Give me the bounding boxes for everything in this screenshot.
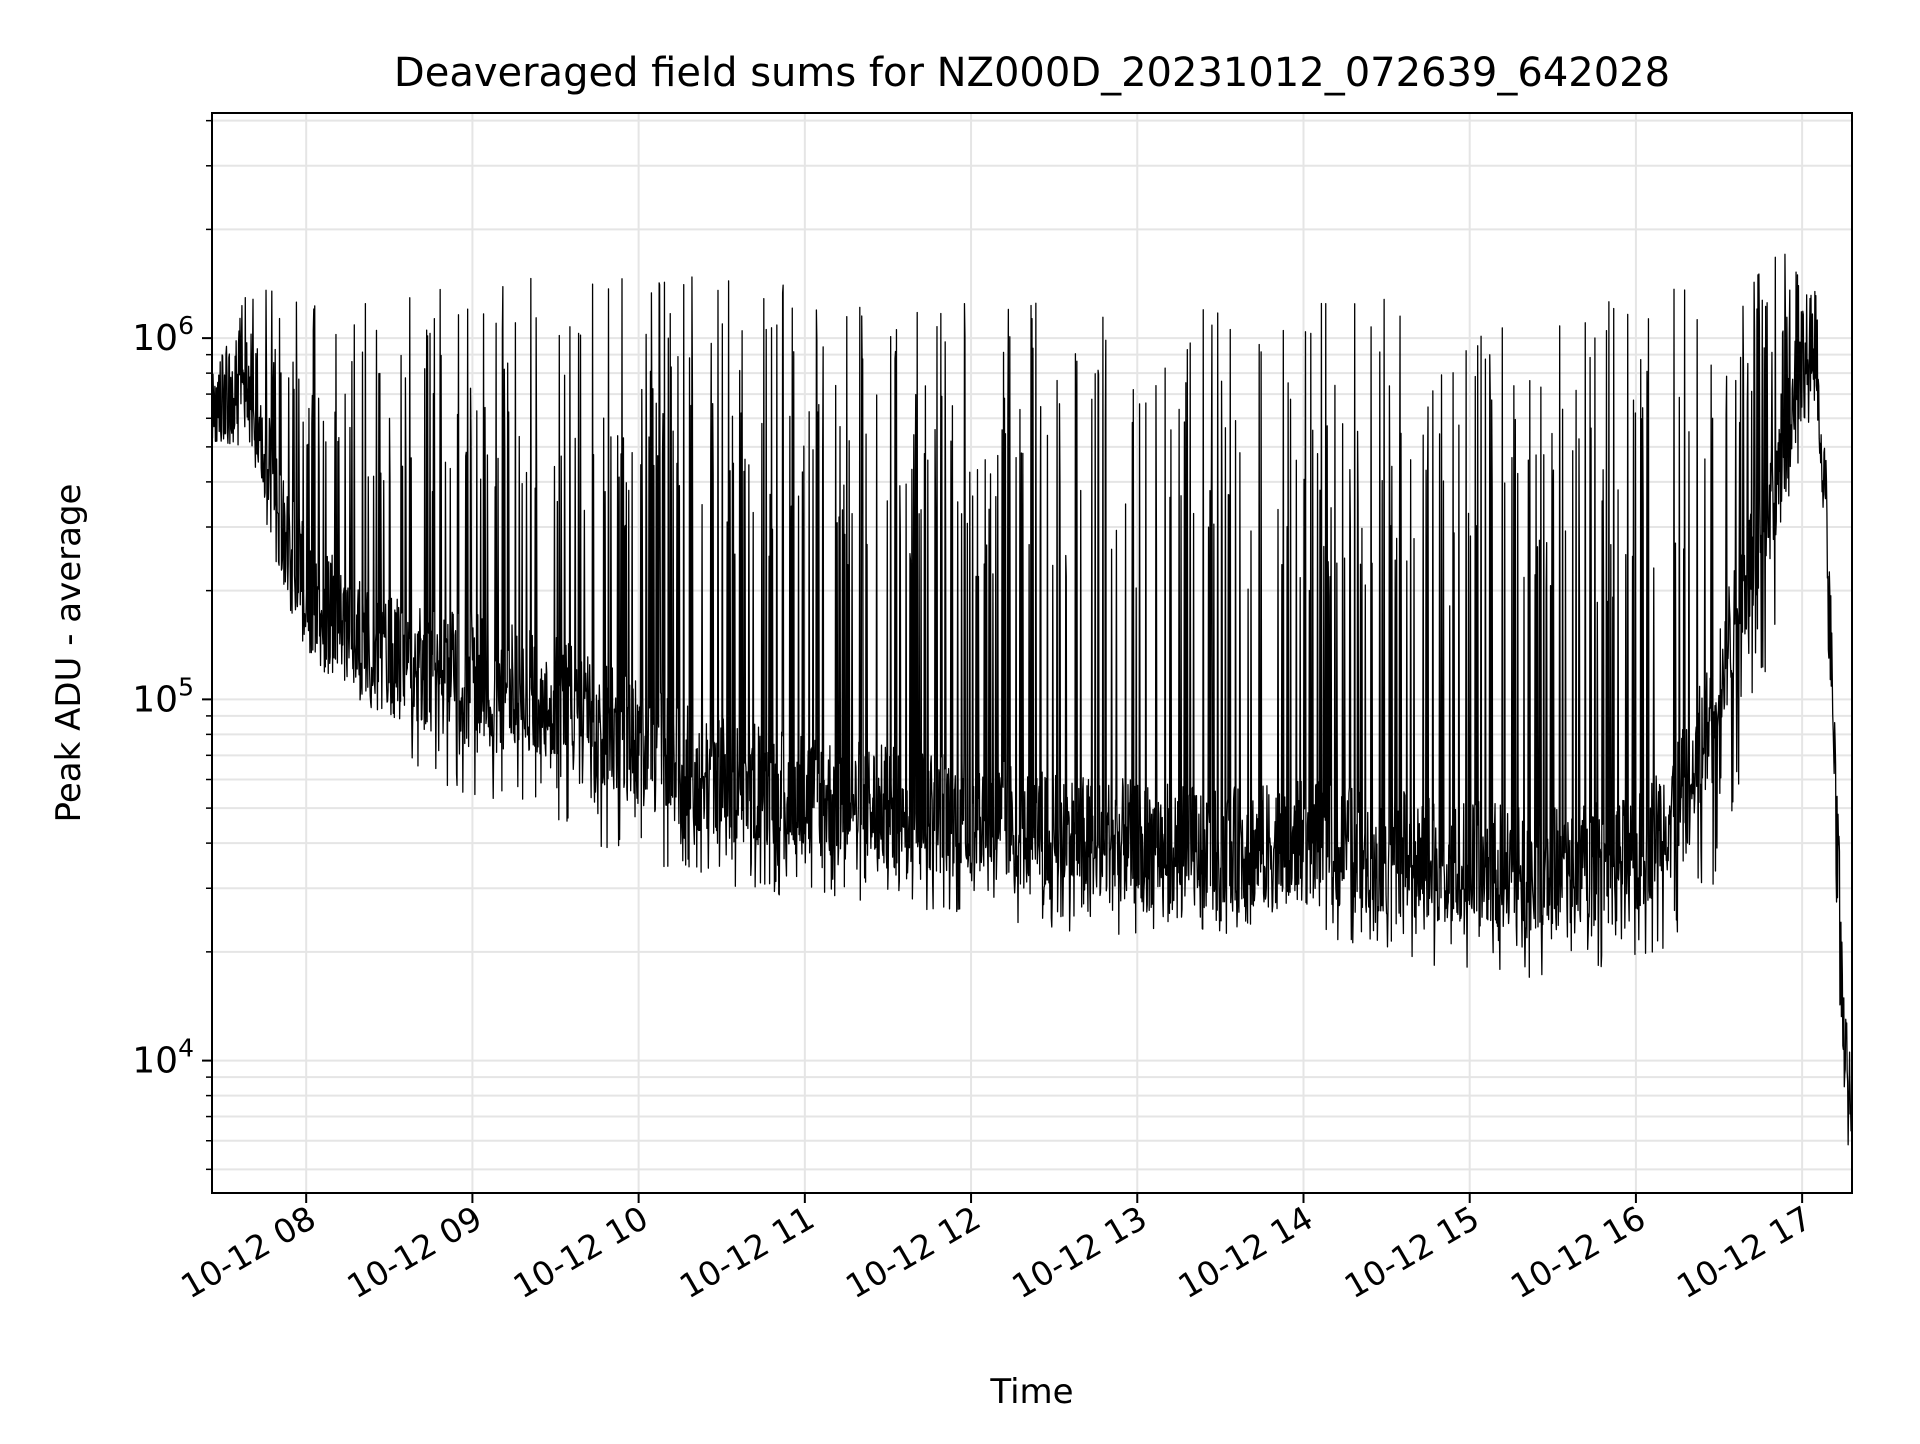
y-tick-label-base: 10 (132, 318, 178, 359)
data-layer (211, 253, 1853, 1146)
y-tick-label-exponent: 6 (178, 311, 194, 340)
y-tick-label-exponent: 5 (178, 672, 194, 701)
y-tick-label: 106 (132, 311, 194, 359)
series-line (211, 253, 1853, 1146)
y-tick-label-exponent: 4 (178, 1034, 194, 1063)
y-tick-label: 105 (132, 672, 194, 720)
x-axis-label: Time (989, 1372, 1073, 1412)
y-axis-label: Peak ADU - average (49, 484, 89, 823)
plot-frame (211, 112, 1853, 1194)
y-tick-label-base: 10 (132, 679, 178, 720)
chart-title: Deaveraged field sums for NZ000D_2023101… (394, 50, 1670, 96)
y-tick-label-base: 10 (132, 1041, 178, 1082)
y-tick-label: 104 (132, 1034, 194, 1082)
